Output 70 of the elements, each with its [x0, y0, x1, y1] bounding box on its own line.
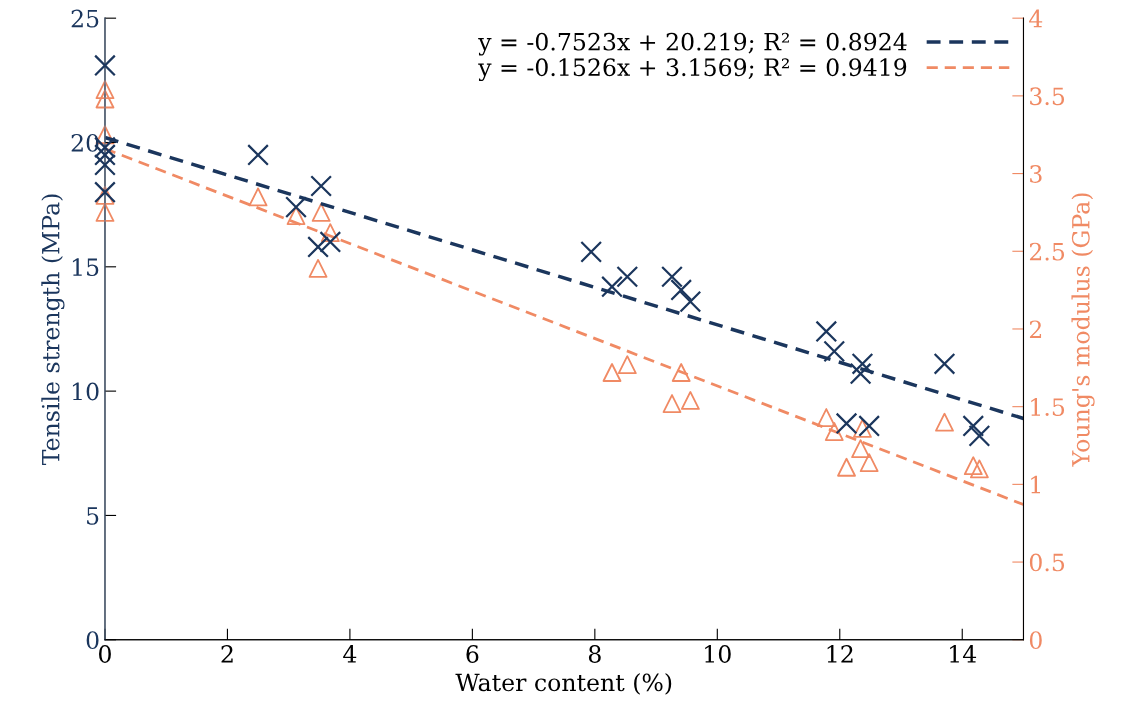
point	[823, 340, 846, 363]
y2-tick-label: 4	[1029, 9, 1043, 28]
y2-tick-label: 2	[1029, 320, 1042, 338]
point	[849, 362, 872, 385]
y2-tick-label: 0	[1029, 631, 1042, 650]
point	[319, 231, 342, 253]
x-tick-label: 10	[705, 645, 731, 663]
y-tick-label: 0	[86, 631, 99, 650]
point	[308, 258, 328, 278]
y2-tick-label: 0.5	[1029, 553, 1065, 572]
point	[602, 363, 622, 382]
point	[95, 203, 115, 222]
x-tick-label: 8	[588, 645, 601, 663]
point	[969, 459, 989, 479]
point	[601, 275, 623, 298]
y2-tick-label: 3	[1030, 165, 1042, 183]
x-axis-title: Water content (%)	[455, 673, 672, 695]
y2-axis-title: Young's modulus (GPa)	[1071, 193, 1095, 467]
x-tick-label: 0	[99, 645, 111, 663]
point	[935, 412, 954, 432]
point	[617, 355, 637, 375]
point	[94, 153, 116, 176]
y2-tick-label: 1.5	[1031, 398, 1065, 416]
point	[837, 457, 856, 477]
point	[285, 196, 307, 219]
point	[962, 415, 985, 437]
y2-tick-label: 2.5	[1029, 242, 1065, 261]
y-tick-label: 15	[72, 258, 99, 277]
point	[662, 394, 682, 413]
point	[816, 408, 836, 427]
legend-label: y = -0.7523x + 20.219; R² = 0.8924	[478, 32, 907, 56]
point	[248, 187, 268, 207]
point	[824, 422, 844, 441]
point	[310, 175, 333, 197]
point	[851, 352, 874, 375]
x-tick-label: 12	[827, 645, 853, 663]
point	[859, 453, 879, 473]
x-tick-label: 14	[950, 645, 977, 663]
y-tick-label: 25	[71, 9, 99, 28]
point	[679, 290, 702, 313]
legend-label: y = -0.1526x + 3.1569; R² = 0.9419	[478, 58, 907, 82]
point	[933, 352, 956, 375]
x-tick-label: 2	[221, 645, 233, 663]
point	[963, 456, 983, 476]
y-tick-label: 20	[71, 133, 99, 152]
point	[815, 320, 838, 343]
y2-tick-label: 3.5	[1030, 87, 1065, 106]
point	[680, 391, 700, 410]
point	[286, 206, 306, 225]
point	[671, 363, 691, 382]
point	[851, 439, 871, 459]
point	[670, 279, 693, 301]
point	[95, 89, 115, 109]
point	[311, 203, 331, 222]
point	[616, 265, 639, 288]
point	[320, 223, 340, 243]
y-tick-label: 5	[87, 507, 99, 525]
point	[247, 143, 269, 166]
y-axis-title: Tensile strength (MPa)	[41, 194, 65, 466]
x-tick-label: 4	[343, 645, 357, 663]
point	[580, 240, 603, 263]
x-tick-label: 6	[466, 645, 479, 663]
point	[94, 54, 116, 77]
point	[968, 424, 991, 447]
point	[853, 419, 872, 438]
point	[661, 265, 683, 288]
point	[95, 80, 115, 100]
y-tick-label: 10	[72, 382, 99, 401]
y2-tick-label: 1	[1031, 475, 1041, 494]
point	[307, 235, 329, 258]
